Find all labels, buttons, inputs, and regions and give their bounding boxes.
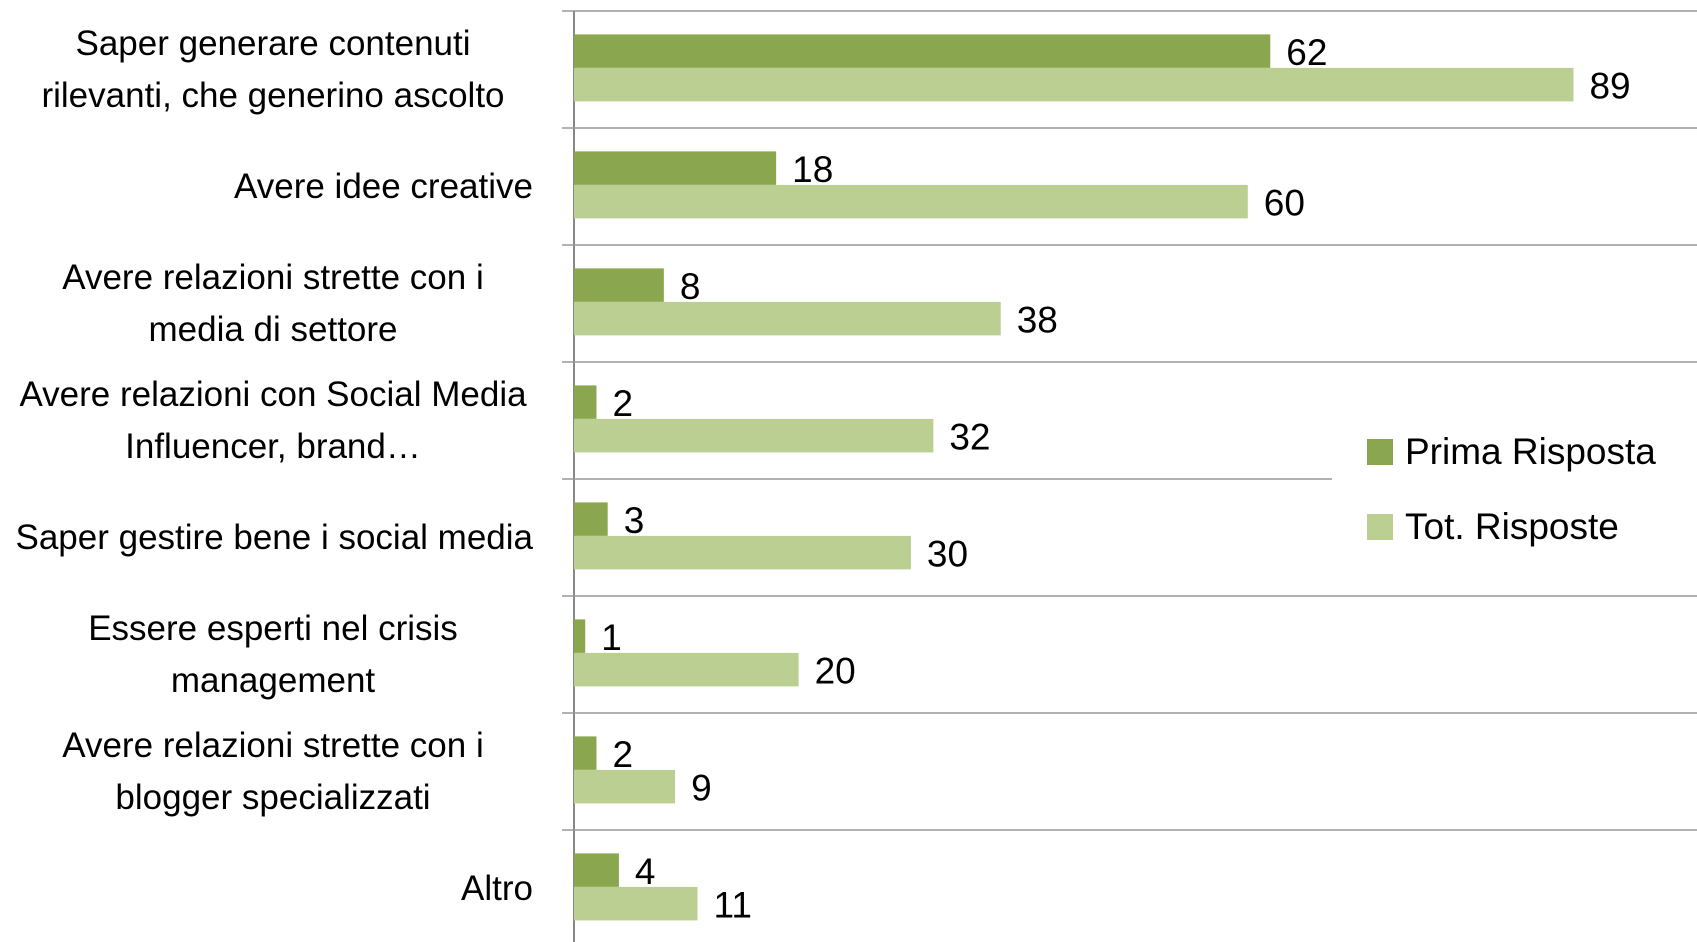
data-label: 4: [635, 851, 656, 892]
bar: [574, 301, 1001, 336]
bar: [574, 67, 1574, 102]
data-label: 20: [815, 650, 856, 691]
data-label: 60: [1264, 182, 1305, 223]
category-text: Essere esperti nel crisis management: [88, 608, 458, 700]
category-text: Avere relazioni strette con i media di s…: [62, 257, 484, 349]
bar: [574, 268, 664, 302]
category-text: Avere relazioni strette con i blogger sp…: [62, 725, 484, 817]
y-tick-label: Saper gestire bene i social media: [0, 479, 533, 596]
bar: [574, 418, 934, 453]
bar: [574, 34, 1271, 68]
category-text: Avere relazioni con Social Media Influen…: [19, 374, 527, 466]
bar: [574, 184, 1248, 219]
legend-label: Tot. Risposte: [1405, 506, 1619, 547]
data-label: 9: [691, 767, 712, 808]
category-text: Altro: [461, 868, 533, 908]
bar: [574, 886, 698, 921]
category-text: Saper generare contenuti rilevanti, che …: [41, 23, 505, 115]
data-label: 1: [601, 617, 622, 658]
data-label: 2: [612, 383, 633, 424]
data-label: 8: [680, 266, 701, 307]
bar: [574, 502, 608, 536]
data-label: 89: [1589, 65, 1630, 106]
legend-swatch: [1367, 514, 1393, 540]
bar: [574, 535, 911, 570]
data-label: 2: [612, 734, 633, 775]
legend-label: Prima Risposta: [1405, 431, 1656, 472]
data-label: 30: [927, 533, 968, 574]
bar: [574, 619, 586, 653]
bar: [574, 151, 777, 185]
legend-swatch: [1367, 439, 1393, 465]
data-label: 18: [792, 149, 833, 190]
y-tick-label: Altro: [0, 830, 533, 942]
data-label: 11: [714, 884, 752, 925]
bar: [574, 769, 676, 804]
bar: [574, 385, 597, 419]
bar: [574, 736, 597, 770]
category-text: Saper gestire bene i social media: [15, 517, 533, 557]
data-label: 32: [949, 416, 990, 457]
y-tick-label: Essere esperti nel crisis management: [0, 596, 533, 713]
data-label: 38: [1017, 299, 1058, 340]
y-tick-label: Avere relazioni strette con i media di s…: [0, 245, 533, 362]
data-label: 3: [624, 500, 645, 541]
y-tick-label: Avere relazioni strette con i blogger sp…: [0, 713, 533, 830]
y-tick-label: Avere relazioni con Social Media Influen…: [0, 362, 533, 479]
bar: [574, 853, 619, 887]
y-tick-label: Saper generare contenuti rilevanti, che …: [0, 11, 533, 128]
bar: [574, 652, 799, 687]
y-tick-label: Avere idee creative: [0, 128, 533, 245]
category-text: Avere idee creative: [234, 166, 533, 206]
data-label: 62: [1286, 32, 1327, 73]
